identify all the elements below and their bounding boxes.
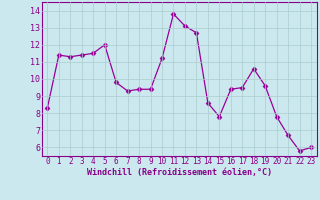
- X-axis label: Windchill (Refroidissement éolien,°C): Windchill (Refroidissement éolien,°C): [87, 168, 272, 177]
